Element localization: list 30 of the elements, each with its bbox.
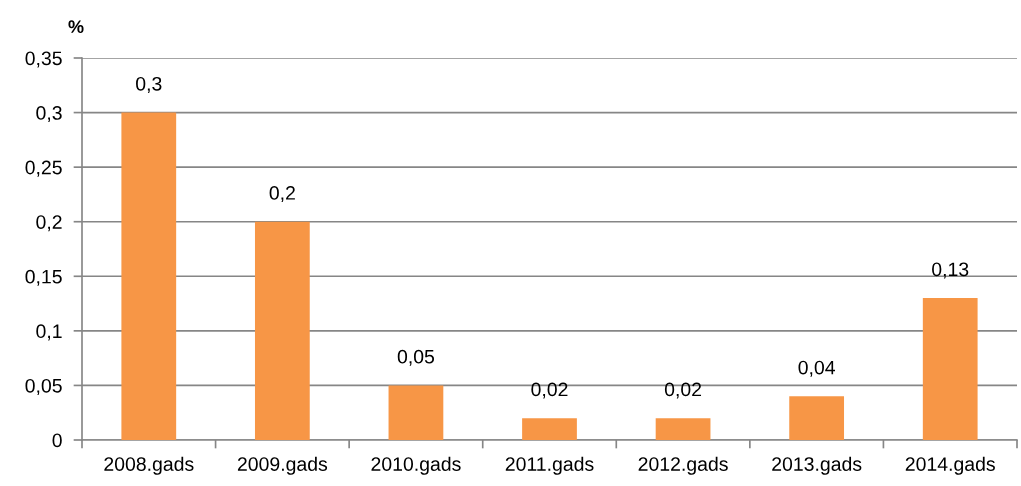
bar <box>655 418 711 440</box>
data-label: 0,02 <box>531 382 568 399</box>
y-tick-label: 0,15 <box>25 269 62 286</box>
bar <box>789 396 845 440</box>
x-tick-label: 2009.gads <box>237 456 328 475</box>
bar <box>121 112 177 440</box>
data-label: 0,04 <box>798 360 835 377</box>
x-tick-label: 2010.gads <box>371 456 461 475</box>
x-tick-label: 2013.gads <box>772 456 862 475</box>
data-label: 0,2 <box>269 186 295 203</box>
bar <box>388 385 444 440</box>
y-axis-title: % <box>68 20 84 34</box>
x-tick-label: 2011.gads <box>505 456 594 475</box>
y-tick-label: 0,35 <box>25 51 62 68</box>
bar <box>922 298 978 440</box>
data-label: 0,02 <box>664 382 702 399</box>
y-tick-label: 0 <box>52 433 62 448</box>
bar <box>522 418 577 440</box>
bar <box>254 221 310 440</box>
y-tick-label: 0,3 <box>36 106 62 123</box>
x-tick-label: 2014.gads <box>905 456 995 475</box>
y-tick-label: 0,25 <box>25 160 62 177</box>
data-label: 0,3 <box>136 76 162 93</box>
data-label: 0,13 <box>932 262 969 279</box>
y-tick-label: 0,2 <box>36 215 62 232</box>
x-tick-label: 2012.gads <box>638 456 728 475</box>
y-tick-label: 0,1 <box>36 324 62 341</box>
y-tick-label: 0,05 <box>25 378 62 395</box>
x-tick-label: 2008.gads <box>104 456 194 475</box>
data-label: 0,05 <box>397 349 435 366</box>
